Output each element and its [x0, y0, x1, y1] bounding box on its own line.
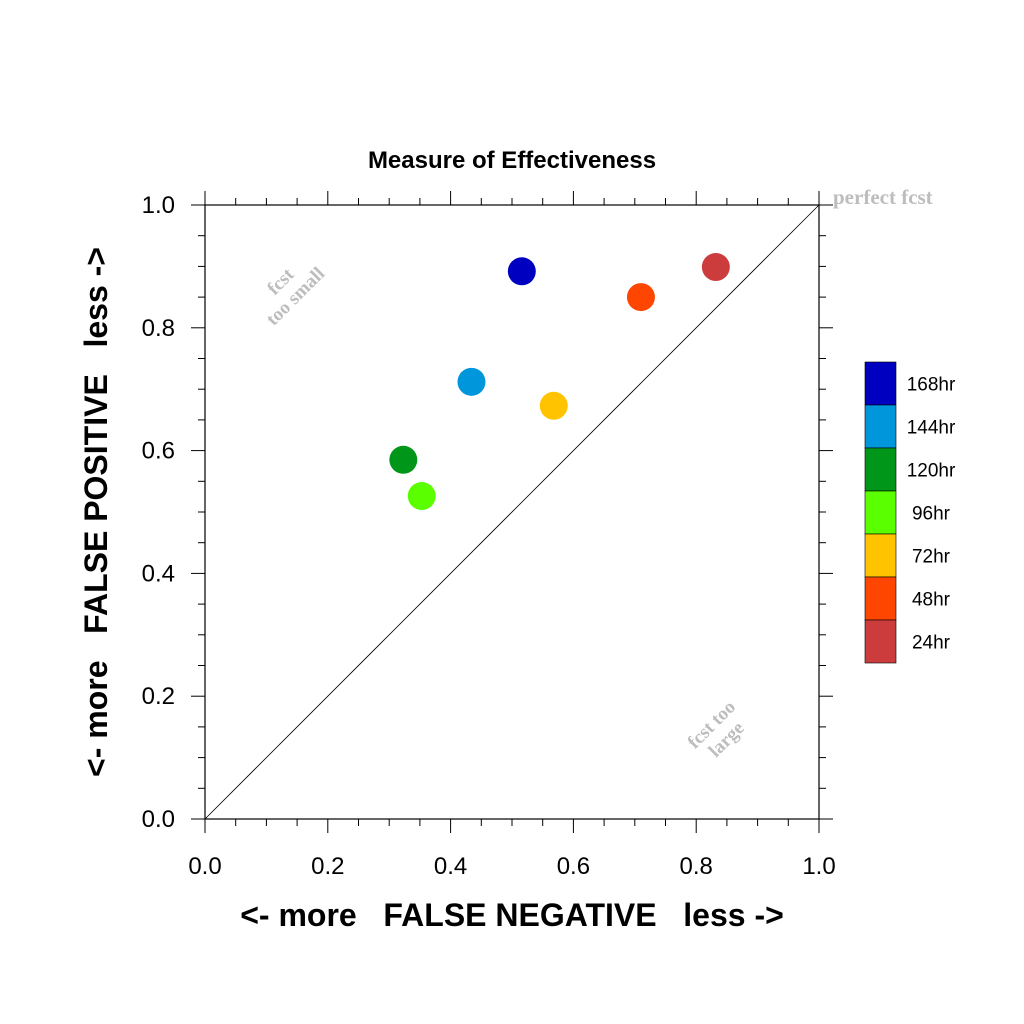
x-tick-label: 0.8	[680, 853, 713, 880]
y-tick-label: 0.4	[142, 560, 175, 587]
legend: 168hr 144hr 120hr 96hr 72hr 48hr 24hr	[864, 361, 956, 664]
legend-label-72hr: 72hr	[912, 547, 951, 568]
x-tick-label: 0.4	[434, 853, 467, 880]
legend-label-96hr: 96hr	[912, 504, 951, 525]
plot-frame	[204, 204, 820, 820]
data-point-144hr	[457, 367, 486, 396]
y-tick-label: 1.0	[142, 192, 175, 219]
x-tick-label: 0.6	[557, 853, 590, 880]
x-tick-label: 0.2	[311, 853, 344, 880]
legend-label-48hr: 48hr	[912, 590, 951, 611]
legend-swatch-72hr	[864, 533, 897, 578]
y-axis-label: <- more FALSE POSITIVE less ->	[78, 247, 114, 777]
y-tick-labels: 0.0 0.2 0.4 0.6 0.8 1.0	[142, 192, 175, 833]
x-tick-label: 0.0	[188, 853, 221, 880]
data-point-120hr	[389, 445, 418, 474]
legend-swatch-120hr	[864, 447, 897, 492]
chart-title: Measure of Effectiveness	[368, 147, 656, 174]
legend-label-120hr: 120hr	[907, 461, 956, 482]
data-points	[389, 253, 730, 511]
y-tick-label: 0.8	[142, 315, 175, 342]
x-axis-label: <- more FALSE NEGATIVE less ->	[240, 897, 784, 933]
data-point-48hr	[626, 283, 655, 312]
legend-swatch-48hr	[864, 576, 897, 621]
major-ticks	[191, 191, 833, 833]
legend-swatch-96hr	[864, 490, 897, 535]
y-tick-label: 0.2	[142, 683, 175, 710]
legend-label-24hr: 24hr	[912, 633, 951, 654]
data-point-168hr	[507, 257, 536, 286]
y-tick-label: 0.0	[142, 806, 175, 833]
annotation-perfect-fcst: perfect fcst	[833, 185, 933, 209]
legend-label-144hr: 144hr	[907, 418, 956, 439]
legend-label-168hr: 168hr	[907, 375, 956, 396]
x-tick-labels: 0.0 0.2 0.4 0.6 0.8 1.0	[188, 853, 835, 880]
x-tick-label: 1.0	[802, 853, 835, 880]
legend-swatch-168hr	[864, 361, 897, 406]
minor-ticks	[198, 198, 826, 826]
data-point-96hr	[407, 482, 436, 511]
legend-swatch-144hr	[864, 404, 897, 449]
data-point-24hr	[701, 253, 730, 282]
legend-swatch-24hr	[864, 619, 897, 664]
y-tick-label: 0.6	[142, 438, 175, 465]
data-point-72hr	[539, 391, 568, 420]
perfect-forecast-diagonal	[204, 204, 820, 820]
